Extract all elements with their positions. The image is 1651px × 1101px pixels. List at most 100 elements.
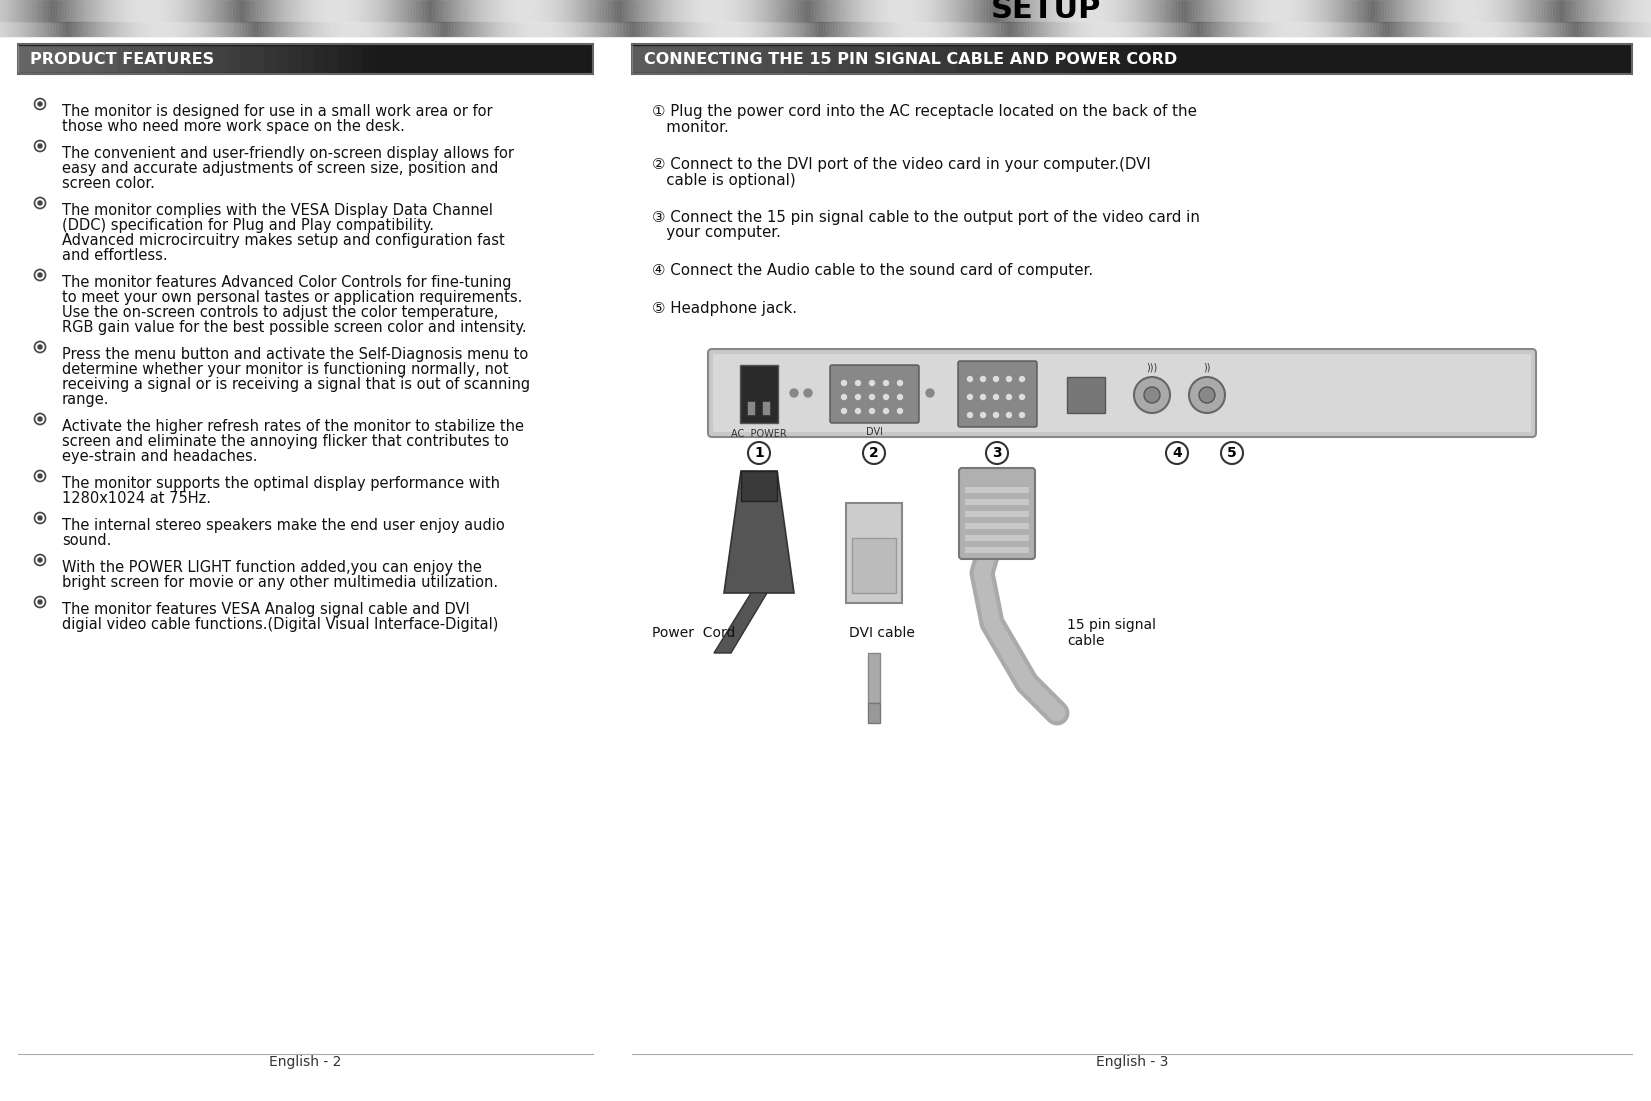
Text: CONNECTING THE 15 PIN SIGNAL CABLE AND POWER CORD: CONNECTING THE 15 PIN SIGNAL CABLE AND P… — [644, 52, 1177, 66]
Text: Advanced microcircuitry makes setup and configuration fast: Advanced microcircuitry makes setup and … — [63, 233, 505, 248]
Text: AC  POWER: AC POWER — [731, 429, 788, 439]
Circle shape — [1166, 442, 1189, 464]
Text: With the POWER LIGHT function added,you can enjoy the: With the POWER LIGHT function added,you … — [63, 560, 482, 575]
Circle shape — [804, 389, 812, 397]
Text: The monitor is designed for use in a small work area or for: The monitor is designed for use in a sma… — [63, 103, 492, 119]
Text: to meet your own personal tastes or application requirements.: to meet your own personal tastes or appl… — [63, 290, 522, 305]
Text: 3: 3 — [992, 446, 1002, 460]
Text: cable is optional): cable is optional) — [652, 173, 796, 187]
Circle shape — [981, 413, 986, 417]
Text: ④ Connect the Audio cable to the sound card of computer.: ④ Connect the Audio cable to the sound c… — [652, 263, 1093, 277]
Circle shape — [898, 408, 903, 414]
Text: The convenient and user-friendly on-screen display allows for: The convenient and user-friendly on-scre… — [63, 146, 513, 161]
Circle shape — [883, 381, 888, 385]
Text: ③ Connect the 15 pin signal cable to the output port of the video card in: ③ Connect the 15 pin signal cable to the… — [652, 210, 1200, 225]
Circle shape — [870, 394, 875, 400]
Text: your computer.: your computer. — [652, 226, 781, 240]
Circle shape — [1007, 413, 1012, 417]
Text: Use the on-screen controls to adjust the color temperature,: Use the on-screen controls to adjust the… — [63, 305, 499, 320]
Circle shape — [986, 442, 1009, 464]
Text: receiving a signal or is receiving a signal that is out of scanning: receiving a signal or is receiving a sig… — [63, 377, 530, 392]
Text: Press the menu button and activate the Self-Diagnosis menu to: Press the menu button and activate the S… — [63, 347, 528, 362]
Text: )): )) — [1204, 363, 1210, 373]
Text: 1280x1024 at 75Hz.: 1280x1024 at 75Hz. — [63, 491, 211, 506]
Text: screen and eliminate the annoying flicker that contributes to: screen and eliminate the annoying flicke… — [63, 434, 509, 449]
Circle shape — [898, 381, 903, 385]
Polygon shape — [868, 704, 880, 723]
Bar — [868, 653, 880, 704]
Circle shape — [994, 394, 999, 400]
Circle shape — [1222, 442, 1243, 464]
Text: ② Connect to the DVI port of the video card in your computer.(DVI: ② Connect to the DVI port of the video c… — [652, 157, 1151, 172]
Text: digial video cable functions.(Digital Visual Interface-Digital): digial video cable functions.(Digital Vi… — [63, 617, 499, 632]
Text: those who need more work space on the desk.: those who need more work space on the de… — [63, 119, 404, 134]
Text: RGB gain value for the best possible screen color and intensity.: RGB gain value for the best possible scr… — [63, 320, 527, 335]
Circle shape — [38, 273, 41, 277]
Circle shape — [926, 389, 934, 397]
Bar — [964, 499, 1029, 505]
Text: bright screen for movie or any other multimedia utilization.: bright screen for movie or any other mul… — [63, 575, 499, 590]
Bar — [964, 547, 1029, 553]
Circle shape — [994, 377, 999, 382]
Bar — [740, 366, 778, 423]
Bar — [763, 401, 769, 415]
Text: screen color.: screen color. — [63, 176, 155, 190]
Circle shape — [967, 413, 972, 417]
FancyBboxPatch shape — [632, 44, 1631, 74]
Bar — [746, 401, 755, 415]
Bar — [964, 523, 1029, 528]
Circle shape — [994, 413, 999, 417]
Text: Power  Cord: Power Cord — [652, 626, 735, 640]
Circle shape — [967, 377, 972, 382]
Circle shape — [967, 394, 972, 400]
Text: The internal stereo speakers make the end user enjoy audio: The internal stereo speakers make the en… — [63, 517, 505, 533]
Text: 2: 2 — [868, 446, 878, 460]
Circle shape — [38, 201, 41, 205]
Text: and effortless.: and effortless. — [63, 248, 168, 263]
Circle shape — [981, 394, 986, 400]
Text: SETUP: SETUP — [991, 0, 1101, 24]
Circle shape — [1007, 394, 1012, 400]
Text: monitor.: monitor. — [652, 120, 728, 134]
Circle shape — [38, 516, 41, 520]
Circle shape — [748, 442, 769, 464]
Circle shape — [870, 381, 875, 385]
Bar — [852, 538, 896, 593]
Text: ⑤ Headphone jack.: ⑤ Headphone jack. — [652, 301, 797, 316]
Circle shape — [981, 377, 986, 382]
Text: The monitor features VESA Analog signal cable and DVI: The monitor features VESA Analog signal … — [63, 602, 471, 617]
Text: English - 2: English - 2 — [269, 1055, 342, 1069]
Circle shape — [883, 408, 888, 414]
Circle shape — [38, 600, 41, 604]
Circle shape — [38, 558, 41, 562]
Circle shape — [1020, 413, 1025, 417]
Circle shape — [38, 102, 41, 106]
Text: eye-strain and headaches.: eye-strain and headaches. — [63, 449, 258, 464]
Bar — [845, 503, 901, 603]
Bar — [1067, 377, 1105, 413]
Circle shape — [789, 389, 797, 397]
Text: 15 pin signal
cable: 15 pin signal cable — [1067, 618, 1156, 648]
Text: PRODUCT FEATURES: PRODUCT FEATURES — [30, 52, 215, 66]
Text: DVI: DVI — [867, 427, 883, 437]
Circle shape — [1007, 377, 1012, 382]
FancyBboxPatch shape — [830, 366, 920, 423]
Circle shape — [855, 408, 860, 414]
Circle shape — [883, 394, 888, 400]
Text: easy and accurate adjustments of screen size, position and: easy and accurate adjustments of screen … — [63, 161, 499, 176]
Circle shape — [863, 442, 885, 464]
FancyBboxPatch shape — [708, 349, 1535, 437]
Text: Activate the higher refresh rates of the monitor to stabilize the: Activate the higher refresh rates of the… — [63, 419, 523, 434]
Text: The monitor supports the optimal display performance with: The monitor supports the optimal display… — [63, 476, 500, 491]
Circle shape — [842, 408, 847, 414]
Bar — [964, 511, 1029, 517]
Text: 5: 5 — [1227, 446, 1237, 460]
Text: ))): ))) — [1146, 363, 1157, 373]
Circle shape — [1189, 377, 1225, 413]
FancyBboxPatch shape — [18, 44, 593, 74]
FancyBboxPatch shape — [958, 361, 1037, 427]
Bar — [964, 487, 1029, 493]
Text: ① Plug the power cord into the AC receptacle located on the back of the: ① Plug the power cord into the AC recept… — [652, 103, 1197, 119]
Circle shape — [38, 475, 41, 478]
Polygon shape — [713, 593, 768, 653]
